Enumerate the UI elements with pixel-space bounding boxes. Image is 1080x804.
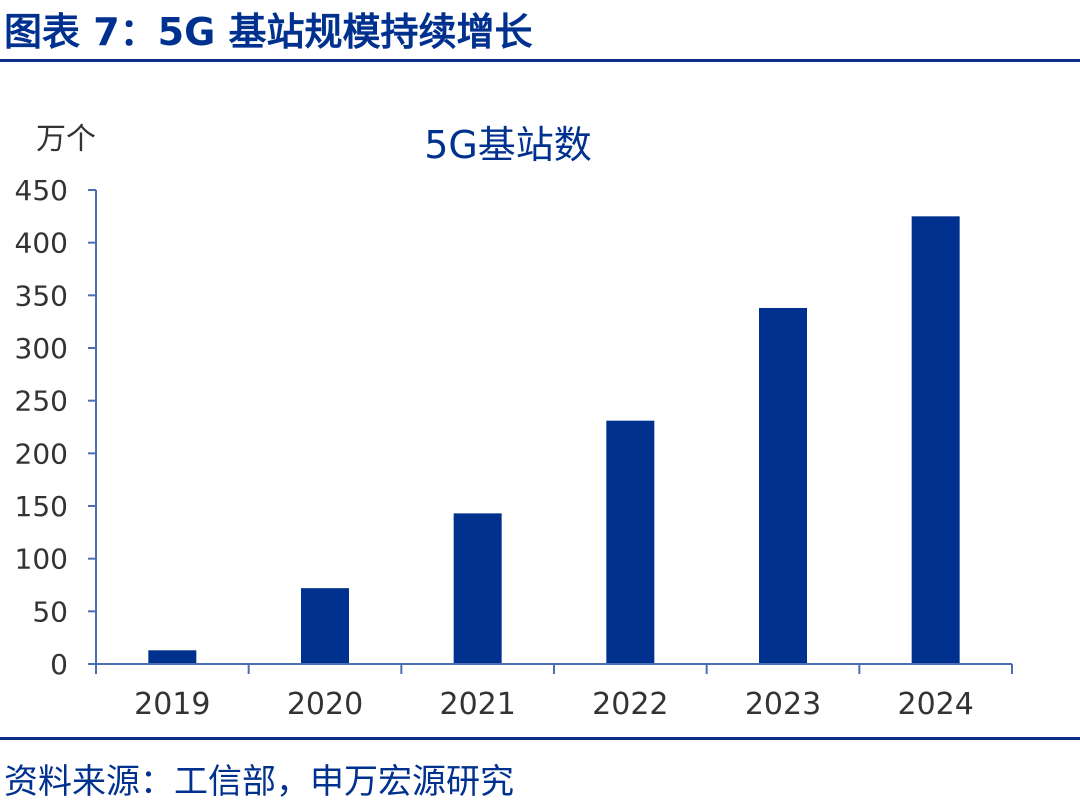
y-tick-label-200: 200 <box>15 437 68 470</box>
bar-2024 <box>911 216 960 665</box>
chart-title: 5G基站数 <box>424 123 592 167</box>
y-axis-unit-label: 万个 <box>36 122 96 157</box>
bar-2022 <box>606 420 655 664</box>
x-tick-label-2024: 2024 <box>897 687 973 722</box>
bar-2023 <box>759 307 807 664</box>
y-tick-label-50: 50 <box>32 595 68 628</box>
bar-2020 <box>301 588 349 664</box>
x-tick-label-2023: 2023 <box>745 687 821 722</box>
y-tick-label-350: 350 <box>15 279 68 312</box>
bar-2019 <box>148 650 197 664</box>
x-tick-label-2020: 2020 <box>287 687 363 722</box>
bar-2021 <box>453 513 502 664</box>
y-tick-label-400: 400 <box>15 227 68 260</box>
x-tick-label-2019: 2019 <box>134 687 210 722</box>
title-divider <box>0 59 1080 62</box>
y-tick-label-150: 150 <box>15 490 68 523</box>
y-tick-label-0: 0 <box>50 648 68 681</box>
source-note: 资料来源：工信部，申万宏源研究 <box>4 762 514 802</box>
source-divider <box>0 737 1080 740</box>
figure-title: 图表 7：5G 基站规模持续增长 <box>4 10 533 54</box>
y-tick-label-250: 250 <box>15 385 68 418</box>
y-tick-label-300: 300 <box>15 332 68 365</box>
y-tick-label-100: 100 <box>15 543 68 576</box>
x-tick-label-2021: 2021 <box>439 687 515 722</box>
bar-group <box>148 216 960 665</box>
tick-labels-group: 0 50 100 150 200 250 300 350 400 450 2019 2020 2021 2… <box>15 174 974 722</box>
x-tick-label-2022: 2022 <box>592 687 668 722</box>
y-tick-label-450: 450 <box>15 174 68 207</box>
axes-group <box>88 189 1013 674</box>
